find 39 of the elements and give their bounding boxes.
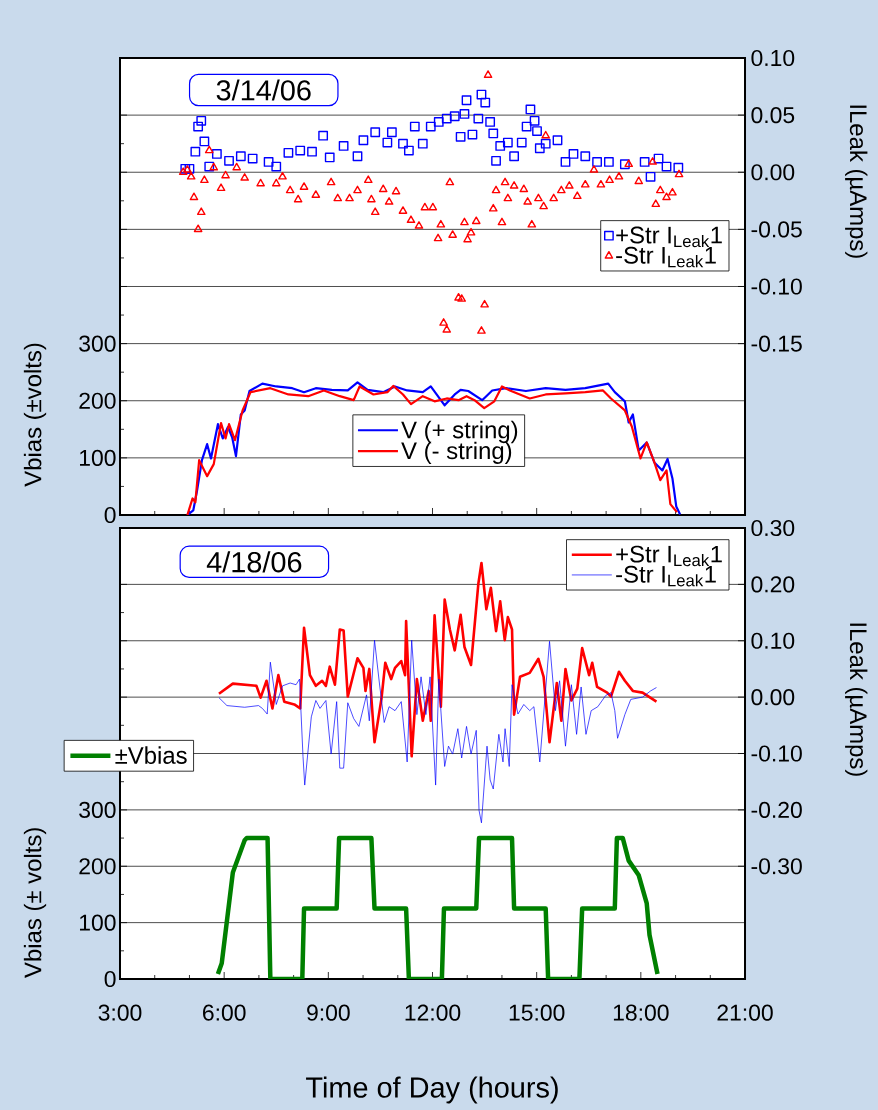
x-tick-label: 3:00 xyxy=(98,1004,142,1021)
y-tick-label: 100 xyxy=(80,914,116,931)
y2-tick-label: -0.15 xyxy=(751,335,802,352)
legend-label: ±Vbias xyxy=(115,746,187,764)
y2-tick-label: -0.10 xyxy=(751,278,802,295)
y-tick-label: 300 xyxy=(79,801,116,818)
y2-tick-label: 0.05 xyxy=(751,107,795,124)
x-tick-label: 21:00 xyxy=(717,1004,773,1021)
x-tick-label: 18:00 xyxy=(613,1004,669,1021)
y2-tick-label: 0.10 xyxy=(751,49,795,67)
y2-tick-label: 0.10 xyxy=(751,632,795,649)
y2-tick-label: -0.10 xyxy=(751,745,802,762)
annotation: 3/14/06 xyxy=(216,79,311,101)
y2-axis-title: ILeak (µAmps) xyxy=(845,623,868,776)
y-tick-label: 200 xyxy=(79,858,116,875)
y-tick-label: 200 xyxy=(79,392,116,409)
y2-tick-label: 0.30 xyxy=(751,519,795,537)
y2-tick-label: -0.30 xyxy=(751,858,802,875)
y2-tick-label: 0.00 xyxy=(751,164,795,181)
line-series xyxy=(218,639,657,824)
x-tick-label: 6:00 xyxy=(203,1004,246,1021)
y-axis-title: Vbias (± volts) xyxy=(23,828,47,978)
annotation: 4/18/06 xyxy=(206,551,302,573)
y-tick-label: 0 xyxy=(104,506,116,524)
x-axis-title: Time of Day (hours) xyxy=(306,1076,558,1104)
x-tick-label: 9:00 xyxy=(307,1004,350,1021)
y-tick-label: 100 xyxy=(80,449,116,466)
y-axis-title: Vbias (±volts) xyxy=(23,343,47,487)
x-tick-label: 15:00 xyxy=(509,1004,565,1021)
line-series xyxy=(215,835,660,979)
y-tick-label: 0 xyxy=(104,970,116,988)
y2-tick-label: 0.00 xyxy=(751,689,795,706)
x-tick-label: 12:00 xyxy=(405,1004,461,1021)
legend-label: -Str I$_{Leak}$1 xyxy=(616,246,716,268)
y-tick-label: 300 xyxy=(79,335,116,352)
y2-tick-label: -0.05 xyxy=(751,221,802,238)
y2-tick-label: -0.20 xyxy=(751,801,802,818)
y2-axis-title: ILeak (µAmps) xyxy=(845,105,868,258)
y2-tick-label: 0.20 xyxy=(751,576,795,593)
